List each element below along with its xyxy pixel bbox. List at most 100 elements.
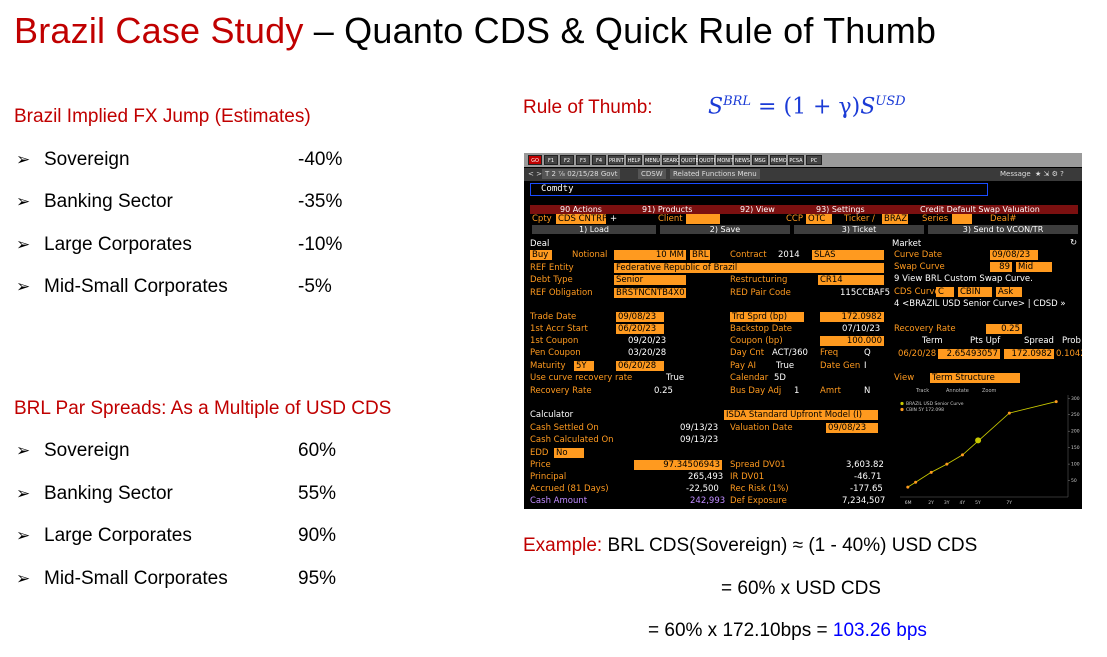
nav-security[interactable]: T 2 ⅞ 02/15/28 Govt	[542, 169, 621, 179]
load-button[interactable]: 1) Load	[532, 225, 656, 234]
bus-day-adj-value: 1	[794, 386, 800, 396]
x-tick-label: 6M	[905, 500, 912, 506]
market-recovery-field[interactable]: 0.25	[986, 324, 1022, 334]
cash-settled-label: Cash Settled On	[530, 423, 599, 433]
menu-view[interactable]: 92) View	[740, 205, 775, 214]
def-exposure-value: 7,234,507	[842, 496, 886, 506]
menu-actions[interactable]: 90 Actions	[560, 205, 602, 214]
x-tick-label: 7Y	[1006, 500, 1012, 506]
ref-entity-field[interactable]: Federative Republic of Brazil	[614, 263, 884, 273]
menu-products[interactable]: 91) Products	[642, 205, 693, 214]
trade-spread-field[interactable]: 172.0982	[820, 312, 884, 322]
toolbar-key-help[interactable]: HELP	[626, 155, 642, 165]
coupon-label: Coupon (bp)	[730, 336, 783, 346]
view-swap-curve-link[interactable]: 9 View BRL Custom Swap Curve.	[894, 274, 1033, 284]
valuation-date-field[interactable]: 09/08/23	[826, 423, 878, 433]
cds-curve-type[interactable]: C	[936, 287, 954, 297]
fx-jump-item: ➢ Banking Sector -35%	[16, 191, 343, 212]
function-menu-bar: 90 Actions 91) Products 92) View 93) Set…	[530, 205, 1078, 214]
toolbar-key-pcsa[interactable]: PCSA	[788, 155, 804, 165]
debt-type-field[interactable]: Senior	[614, 275, 686, 285]
refresh-icon[interactable]: ↻	[1070, 238, 1078, 248]
curve-date-field[interactable]: 09/08/23	[990, 250, 1038, 260]
arrow-bullet-icon: ➢	[16, 150, 31, 169]
chart-tool-zoom[interactable]: Zoom	[982, 388, 997, 394]
function-title: Credit Default Swap Valuation	[920, 205, 1040, 214]
debt-type-label: Debt Type	[530, 275, 573, 285]
spread-cell[interactable]: 172.0982	[1004, 349, 1054, 359]
title-red-part: Brazil Case Study	[14, 10, 304, 51]
cds-curve-id[interactable]: CBIN	[958, 287, 992, 297]
day-count-label: Day Cnt	[730, 348, 765, 358]
toolbar-key-f2[interactable]: F2	[560, 155, 574, 165]
cpty-field[interactable]: CDS CNTRP	[556, 214, 606, 224]
principal-label: Principal	[530, 472, 567, 482]
toolbar-key-news[interactable]: NEWS	[734, 155, 750, 165]
menu-settings[interactable]: 93) Settings	[816, 205, 865, 214]
maturity-tenor-field[interactable]: 5Y	[574, 361, 594, 371]
toolbar-key-menu[interactable]: MENU	[644, 155, 660, 165]
x-tick-label: 5Y	[975, 500, 981, 506]
curve-line	[907, 401, 1057, 488]
contract-field[interactable]: SLAS	[812, 250, 884, 260]
toolbar-key-go[interactable]: GO	[528, 155, 542, 165]
trade-date-label: Trade Date	[530, 312, 577, 322]
accrual-start-field[interactable]: 06/20/23	[616, 324, 664, 334]
term-date-cell: 06/20/28	[898, 349, 937, 359]
toolbar-key-memo[interactable]: MEMO	[770, 155, 787, 165]
cds-curve-side[interactable]: Ask	[996, 287, 1022, 297]
currency-field[interactable]: BRL	[690, 250, 710, 260]
series-field[interactable]	[952, 214, 972, 224]
nav-related-menu[interactable]: Related Functions Menu	[670, 169, 760, 179]
toolbar-key-pc-fm[interactable]: PC FM	[806, 155, 822, 174]
ticker-field[interactable]: BRAZ	[882, 214, 908, 224]
toolbar-key-f3[interactable]: F3	[576, 155, 590, 165]
price-field[interactable]: 97.34506943	[634, 460, 722, 470]
nav-function[interactable]: CDSW	[638, 169, 666, 179]
toolbar-key-f4[interactable]: F4	[592, 155, 606, 165]
ticket-button[interactable]: 3) Ticket	[794, 225, 924, 234]
day-count-value: ACT/360	[772, 348, 808, 358]
nav-arrows-icon[interactable]: < >	[528, 170, 542, 178]
swap-curve-number[interactable]: 89	[990, 262, 1012, 272]
rec-risk-label: Rec Risk (1%)	[730, 484, 789, 494]
trade-date-field[interactable]: 09/08/23	[616, 312, 664, 322]
command-line-input[interactable]: Comdty	[530, 183, 988, 196]
nav-star-icon[interactable]: ★ ⇲ ⚙ ?	[1035, 170, 1064, 178]
toolbar-key-quote[interactable]: QUOTE	[680, 155, 699, 165]
cds-curve-link[interactable]: 4 <BRAZIL USD Senior Curve> | CDSD »	[894, 299, 1066, 309]
send-vcon-button[interactable]: 3) Send to VCON/TR	[928, 225, 1078, 234]
model-select[interactable]: ISDA Standard Upfront Model (I)	[724, 410, 878, 420]
toolbar-key-monit[interactable]: MONIT	[716, 155, 734, 165]
chart-tool-track[interactable]: Track	[915, 388, 929, 394]
restructuring-field[interactable]: CR14	[818, 275, 884, 285]
toolbar-key-searc[interactable]: SEARC	[662, 155, 679, 165]
ccp-field[interactable]: OTC	[806, 214, 832, 224]
cpty-add-icon[interactable]: +	[610, 214, 618, 224]
chart-tool-annotate[interactable]: Annotate	[946, 388, 969, 394]
view-select[interactable]: Term Structure	[930, 373, 1020, 383]
swap-curve-side[interactable]: Mid	[1016, 262, 1052, 272]
toolbar-key-print[interactable]: PRINT	[608, 155, 624, 165]
toolbar-key-msg[interactable]: MSG	[752, 155, 768, 165]
trade-spread-label: Trd Sprd (bp)	[730, 312, 804, 322]
client-field[interactable]	[686, 214, 720, 224]
buy-sell-field[interactable]: Buy	[530, 250, 552, 260]
fx-jump-item: ➢ Mid-Small Corporates -5%	[16, 276, 332, 297]
save-button[interactable]: 2) Save	[660, 225, 790, 234]
edd-label: EDD	[530, 448, 549, 458]
edd-select[interactable]: No	[554, 448, 584, 458]
coupon-field[interactable]: 100.000	[820, 336, 884, 346]
example-label: Example:	[523, 535, 603, 556]
toolbar-key-f1[interactable]: F1	[544, 155, 558, 165]
pen-coupon-label: Pen Coupon	[530, 348, 581, 358]
nav-message[interactable]: Message	[1000, 170, 1031, 178]
curve-point	[945, 462, 949, 466]
pts-upf-cell[interactable]: 2.65493057	[938, 349, 1000, 359]
calendar-value: 5D	[774, 373, 786, 383]
notional-field[interactable]: 10 MM	[614, 250, 686, 260]
maturity-date-field[interactable]: 06/20/28	[616, 361, 664, 371]
ref-obligation-field[interactable]: BRSTNCNTB4X0	[614, 288, 686, 298]
title-rest: – Quanto CDS & Quick Rule of Thumb	[303, 10, 937, 51]
toolbar-key-quoti[interactable]: QUOTI	[698, 155, 715, 165]
